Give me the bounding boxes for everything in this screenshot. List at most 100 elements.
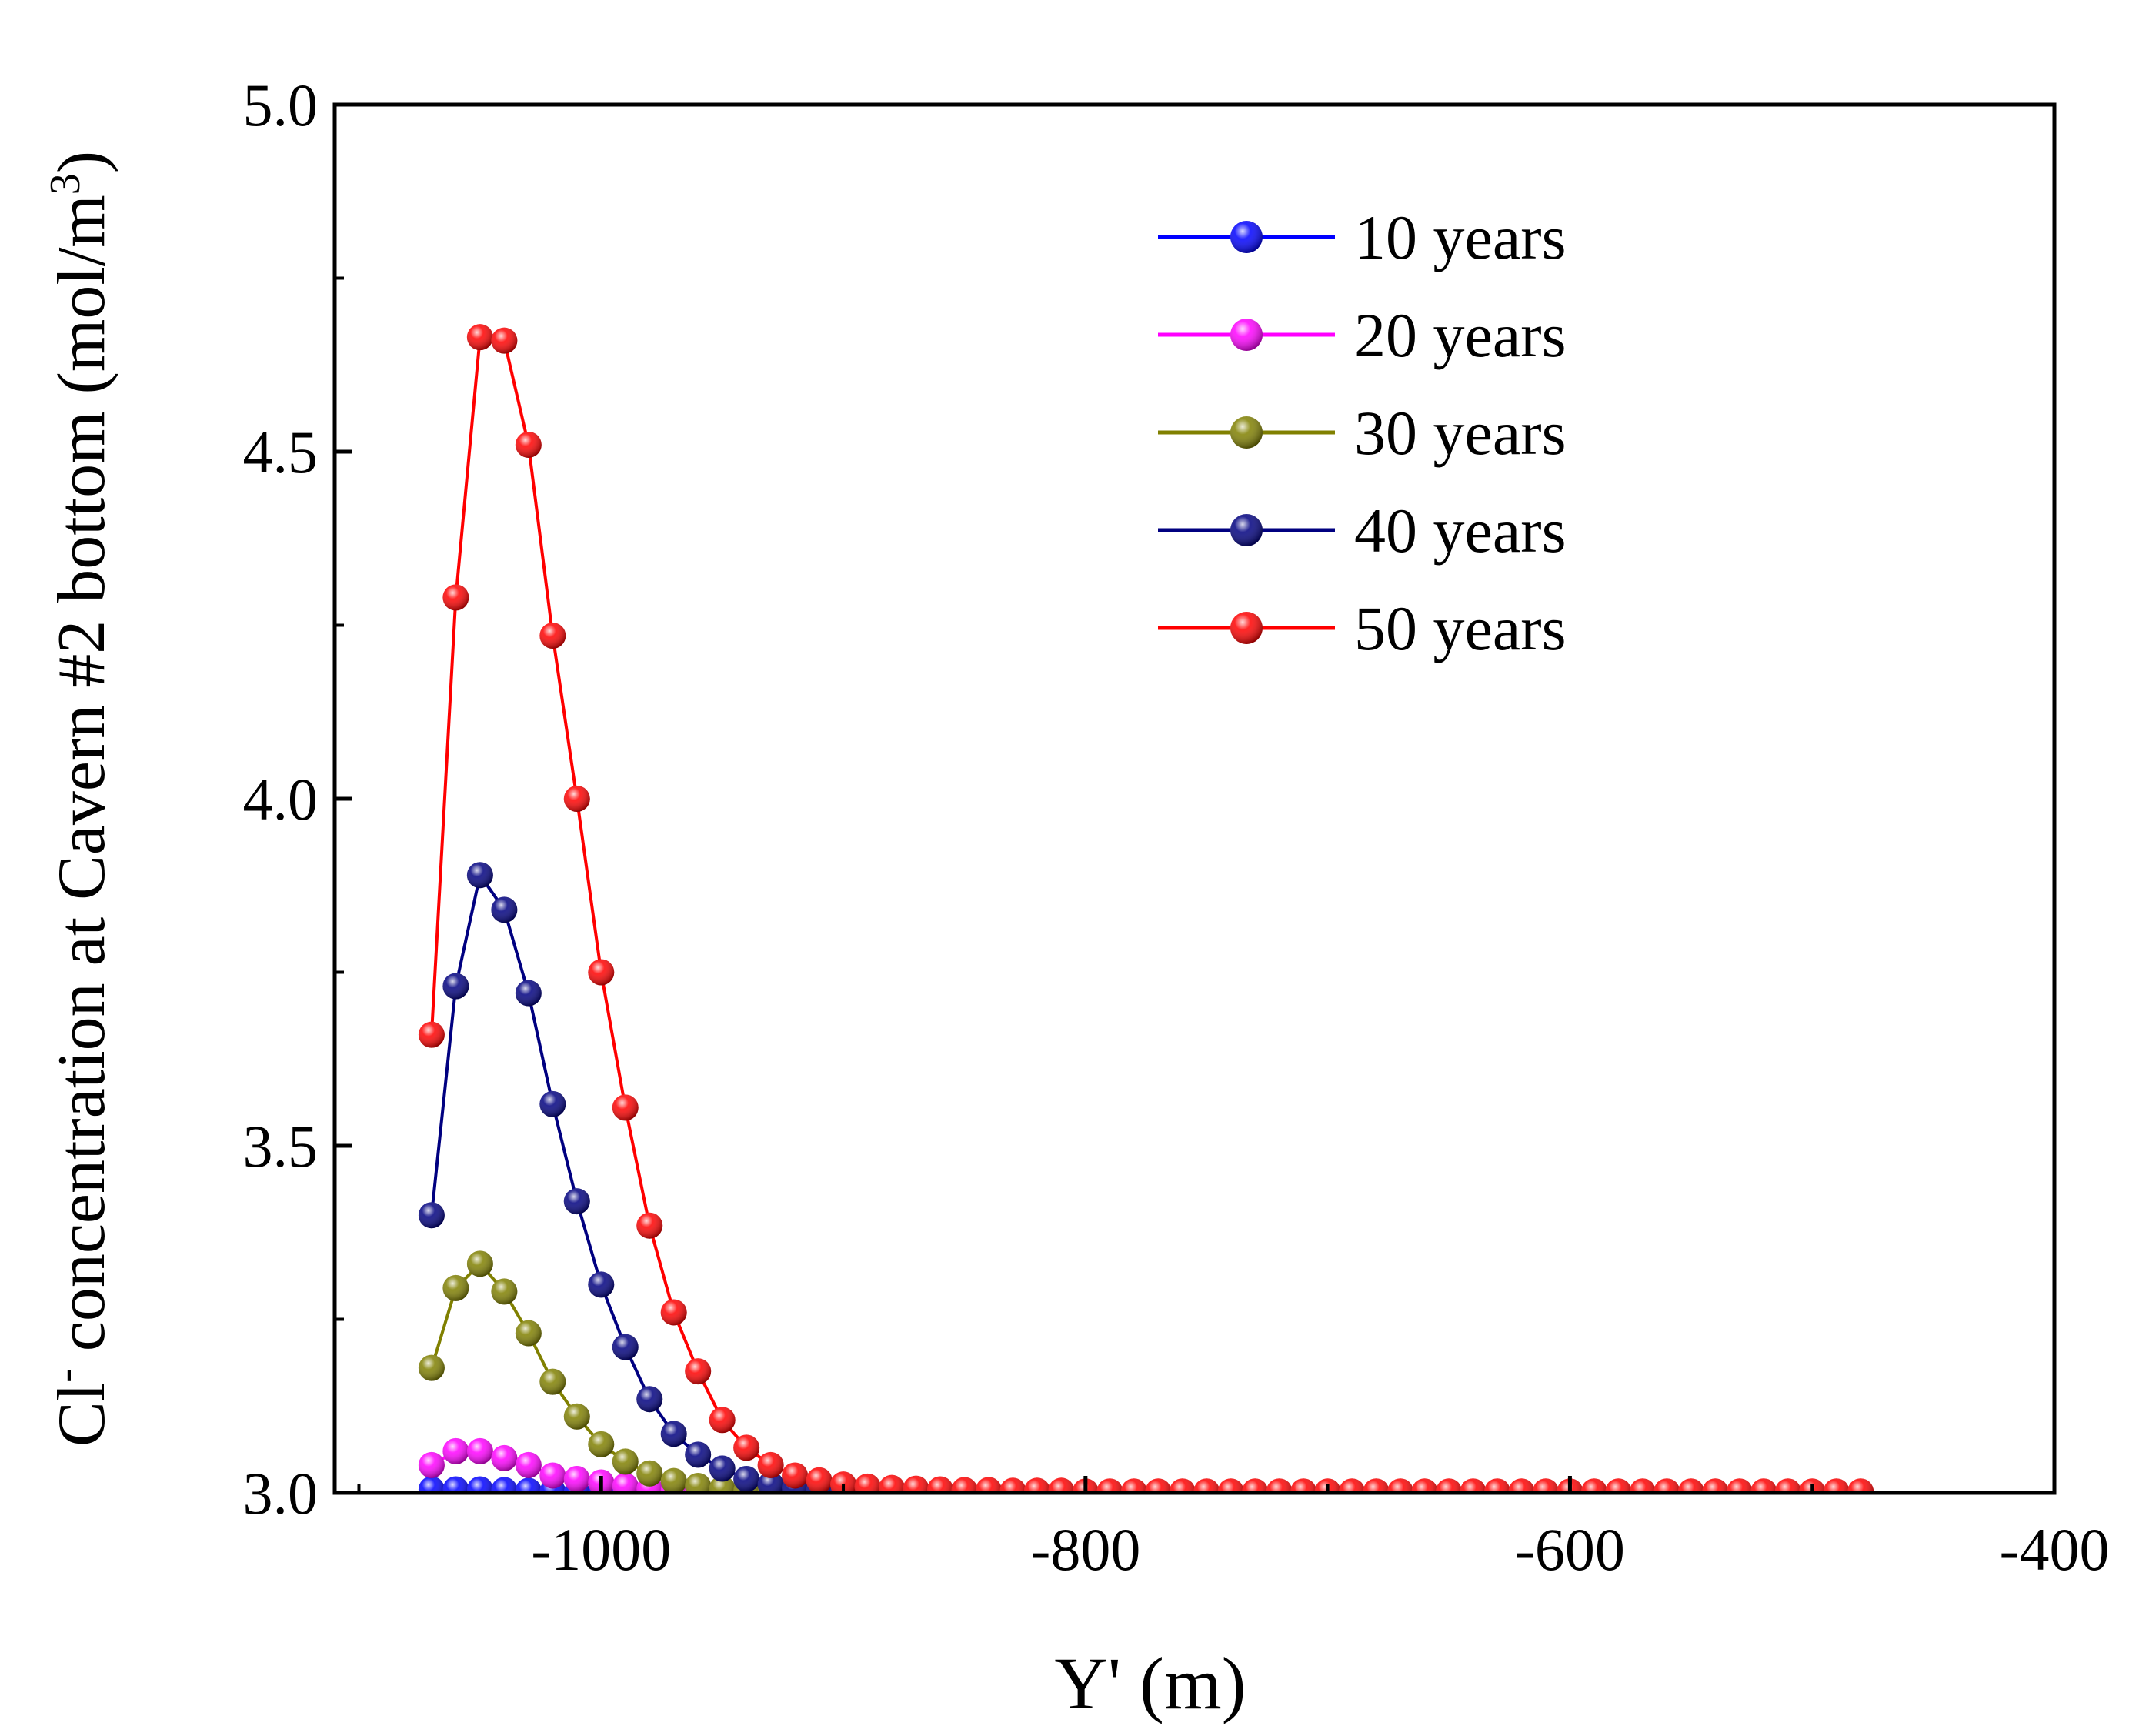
legend-marker-shine <box>1230 221 1263 253</box>
y-tick-label: 3.5 <box>243 1113 319 1180</box>
data-point-shine <box>418 1021 445 1048</box>
data-point <box>926 1476 953 1493</box>
data-point-shine <box>612 1334 639 1360</box>
data-point <box>903 1475 929 1493</box>
data-point <box>757 1451 784 1478</box>
data-point <box>563 1465 590 1492</box>
data-point-shine <box>660 1421 687 1447</box>
data-point <box>612 1472 639 1493</box>
data-point <box>418 1354 445 1381</box>
data-point-shine <box>926 1476 953 1493</box>
data-point-shine <box>903 1475 929 1493</box>
data-point-shine <box>1387 1478 1414 1493</box>
y-axis-label-ion: Cl <box>45 1383 119 1447</box>
data-point-shine <box>830 1471 857 1493</box>
legend-label: 30 years <box>1354 398 1567 468</box>
data-point-shine <box>1605 1478 1632 1493</box>
data-point <box>709 1407 736 1434</box>
data-point <box>1266 1478 1293 1493</box>
data-point-shine <box>1217 1478 1244 1493</box>
data-point-shine <box>975 1477 1002 1493</box>
data-point <box>442 1476 469 1493</box>
data-point-shine <box>1483 1478 1510 1493</box>
data-point <box>685 1358 712 1385</box>
series-line <box>430 1261 1861 1493</box>
data-point <box>733 1434 760 1461</box>
axis-layer: -1000 -800 -600 -400 3.0 3.5 4.0 4.5 5.0 <box>243 72 2110 1583</box>
data-point <box>1532 1478 1559 1493</box>
data-point <box>757 1471 784 1493</box>
data-point <box>491 896 518 923</box>
data-point <box>1726 1478 1753 1493</box>
data-point-shine <box>660 1299 687 1326</box>
data-point <box>515 980 542 1007</box>
series-40-years <box>418 862 1874 1493</box>
data-point <box>1702 1478 1729 1493</box>
data-point <box>1217 1478 1244 1493</box>
data-point <box>830 1471 857 1493</box>
series-50-years <box>418 324 1874 1493</box>
data-point-shine <box>1774 1478 1801 1493</box>
data-point-shine <box>1266 1478 1293 1493</box>
data-point <box>515 1451 542 1478</box>
data-point <box>1653 1478 1680 1493</box>
data-point-shine <box>442 1476 469 1493</box>
data-point-shine <box>588 1431 615 1457</box>
data-point <box>612 1334 639 1360</box>
data-point-shine <box>418 1451 445 1478</box>
data-point-shine <box>685 1441 712 1468</box>
data-point <box>1169 1478 1196 1493</box>
data-point <box>1363 1478 1390 1493</box>
data-point-shine <box>1460 1478 1487 1493</box>
data-point <box>515 431 542 458</box>
legend-marker-shine <box>1230 514 1263 546</box>
legend-item: 50 years <box>1158 593 1567 663</box>
data-point <box>418 1021 445 1048</box>
data-point-shine <box>612 1094 639 1121</box>
y-tick-label: 5.0 <box>243 72 319 139</box>
data-point-shine <box>466 1437 493 1464</box>
data-point-shine <box>1847 1478 1874 1493</box>
data-point <box>588 1431 615 1457</box>
data-point <box>563 1188 590 1215</box>
data-point <box>418 1476 445 1493</box>
series-layer <box>418 324 1874 1493</box>
series-line <box>429 335 1861 1493</box>
data-point-shine <box>1096 1478 1123 1493</box>
legend-item: 20 years <box>1158 300 1567 370</box>
data-point <box>1605 1478 1632 1493</box>
data-point-shine <box>588 1271 615 1298</box>
data-point <box>515 1477 542 1493</box>
data-point <box>999 1477 1026 1493</box>
data-point-shine <box>709 1475 736 1493</box>
data-point-shine <box>491 896 518 923</box>
legend-label: 20 years <box>1354 300 1567 370</box>
data-point-shine <box>1629 1478 1656 1493</box>
data-point-shine <box>636 1460 663 1487</box>
data-point-shine <box>951 1477 978 1493</box>
series-30-years <box>418 1250 1874 1493</box>
data-point <box>491 1278 518 1305</box>
y-tick-label: 4.5 <box>243 419 319 486</box>
data-point <box>660 1467 687 1493</box>
data-point <box>442 973 469 1000</box>
data-point-shine <box>515 1320 542 1347</box>
y-axis-label-close: ) <box>45 151 119 173</box>
data-point-shine <box>466 324 493 351</box>
data-point <box>466 862 493 889</box>
data-point <box>1048 1477 1075 1493</box>
data-point-shine <box>782 1462 809 1489</box>
data-point <box>1193 1478 1220 1493</box>
data-point-shine <box>660 1467 687 1493</box>
data-point <box>1750 1478 1777 1493</box>
data-point-shine <box>612 1448 639 1475</box>
data-point-shine <box>539 1368 566 1395</box>
data-point <box>539 623 566 649</box>
data-point-shine <box>418 1354 445 1381</box>
data-point <box>539 1368 566 1395</box>
data-point-shine <box>1048 1477 1075 1493</box>
data-point <box>1096 1478 1123 1493</box>
data-point-shine <box>515 431 542 458</box>
x-tick-label: -800 <box>1030 1516 1140 1583</box>
